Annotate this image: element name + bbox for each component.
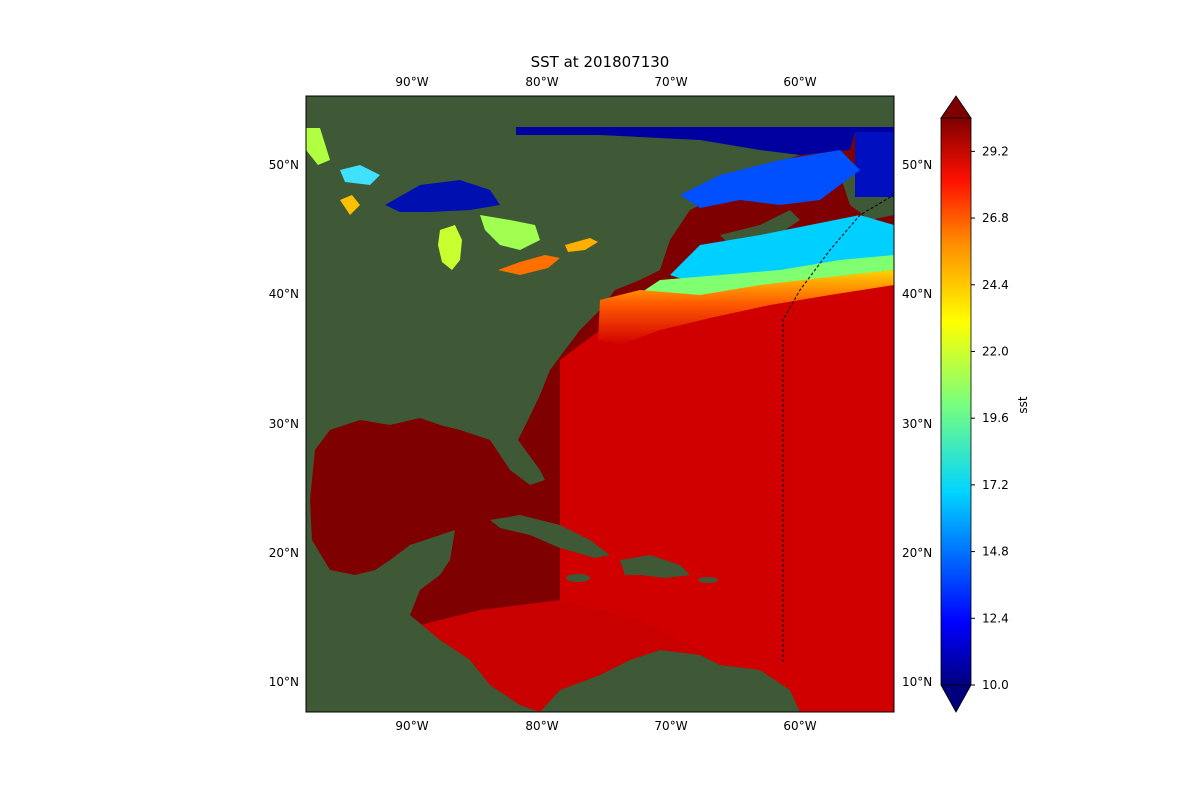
- colorbar-tick-label: 24.4: [982, 278, 1009, 292]
- gulf-st-lawrence-cold: [680, 150, 860, 208]
- sst-map: [306, 96, 894, 712]
- lon-label-bottom: 60°W: [783, 719, 816, 733]
- lat-label-right: 20°N: [902, 546, 932, 560]
- colorbar-tick-label: 14.8: [982, 545, 1009, 559]
- colorbar-tick-label: 26.8: [982, 211, 1009, 225]
- lat-label-left: 30°N: [269, 417, 299, 431]
- labrador-sea-cold-strip: [516, 127, 894, 155]
- gulf-stream-front: [598, 270, 894, 345]
- land-cuba: [490, 515, 610, 558]
- lat-label-left: 10°N: [269, 675, 299, 689]
- lat-label-right: 40°N: [902, 287, 932, 301]
- lon-label-bottom: 70°W: [654, 719, 687, 733]
- lon-label-bottom: 90°W: [395, 719, 428, 733]
- colorbar-tick-label: 17.2: [982, 478, 1009, 492]
- land-south-america: [540, 650, 800, 712]
- lat-label-left: 20°N: [269, 546, 299, 560]
- lon-label-top: 90°W: [395, 75, 428, 89]
- colorbar: 10.0 12.4 14.8 17.2 19.6 22.0 24.4 26.8 29.2 sst: [940, 95, 1030, 713]
- lon-label-top: 70°W: [654, 75, 687, 89]
- colorbar-tick-label: 29.2: [982, 144, 1009, 158]
- labrador-sea-cold: [855, 127, 894, 197]
- land-jamaica: [566, 574, 590, 582]
- chart-title: SST at 201807130: [531, 53, 670, 71]
- lake-erie: [498, 255, 560, 275]
- lake-ontario: [565, 238, 598, 252]
- colorbar-tick-label: 10.0: [982, 678, 1009, 692]
- lake-michigan: [438, 225, 462, 270]
- northern-lakes-cool: [340, 165, 380, 185]
- lon-labels: 90°W 80°W 70°W 60°W 90°W 80°W 70°W 60°W: [395, 75, 816, 733]
- lat-label-left: 50°N: [269, 158, 299, 172]
- lake-huron: [480, 215, 540, 250]
- lon-label-top: 60°W: [783, 75, 816, 89]
- lat-label-right: 30°N: [902, 417, 932, 431]
- lat-label-left: 40°N: [269, 287, 299, 301]
- lat-labels: 50°N 40°N 30°N 20°N 10°N 50°N 40°N 30°N …: [269, 158, 933, 689]
- colorbar-tick-label: 19.6: [982, 411, 1009, 425]
- colorbar-tick-label: 22.0: [982, 344, 1009, 358]
- lat-label-right: 50°N: [902, 158, 932, 172]
- lat-label-right: 10°N: [902, 675, 932, 689]
- hudson-bay-edge: [306, 128, 330, 165]
- colorbar-label: sst: [1016, 396, 1030, 414]
- scotian-shelf-cool: [670, 215, 894, 285]
- map-frame: [305, 95, 895, 713]
- northern-lakes-yellow: [340, 195, 360, 215]
- land-puerto-rico: [698, 577, 718, 583]
- colorbar-extend-max: [940, 95, 972, 119]
- colorbar-extend-min: [940, 684, 972, 713]
- lon-label-bottom: 80°W: [525, 719, 558, 733]
- colorbar-ticks: 10.0 12.4 14.8 17.2 19.6 22.0 24.4 26.8 29.2: [971, 144, 1009, 692]
- colorbar-gradient: [940, 117, 972, 686]
- land-hispaniola: [620, 555, 690, 578]
- track-line: [782, 194, 894, 662]
- lon-label-top: 80°W: [525, 75, 558, 89]
- atlantic-sst-field: [560, 265, 894, 712]
- shelf-green-band: [630, 255, 894, 300]
- lake-superior: [385, 180, 500, 212]
- colorbar-tick-label: 12.4: [982, 611, 1009, 625]
